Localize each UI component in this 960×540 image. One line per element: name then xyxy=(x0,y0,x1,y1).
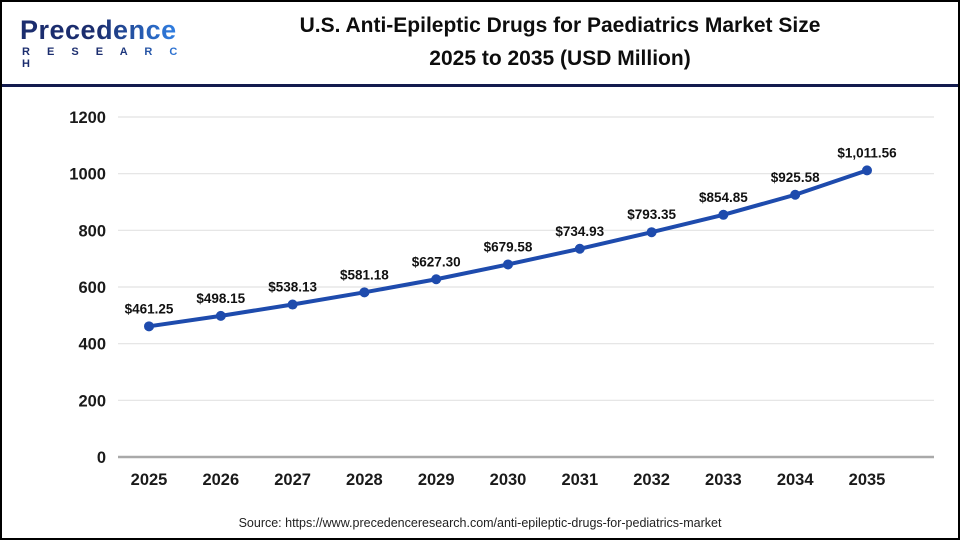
x-tick-label: 2034 xyxy=(777,471,815,489)
data-label: $679.58 xyxy=(484,239,533,254)
data-point xyxy=(215,310,226,321)
data-label: $1,011.56 xyxy=(837,145,897,160)
data-label: $461.25 xyxy=(125,301,174,316)
data-label: $498.15 xyxy=(196,291,245,306)
precedence-logo: Precedence R E S E A R C H xyxy=(2,16,192,70)
data-label: $793.35 xyxy=(627,207,676,222)
x-tick-label: 2030 xyxy=(490,471,527,489)
data-point xyxy=(862,165,872,176)
x-tick-label: 2025 xyxy=(131,471,168,489)
y-tick-label: 800 xyxy=(78,222,106,240)
data-point xyxy=(287,299,298,310)
data-point xyxy=(790,189,801,200)
x-tick-label: 2031 xyxy=(561,471,598,489)
y-tick-label: 600 xyxy=(78,279,106,297)
y-tick-label: 200 xyxy=(78,392,106,410)
y-tick-label: 400 xyxy=(78,336,106,354)
data-point xyxy=(718,209,729,220)
data-label: $538.13 xyxy=(268,280,317,295)
data-label: $581.18 xyxy=(340,267,389,282)
data-point xyxy=(503,259,513,270)
y-tick-label: 1000 xyxy=(69,166,106,184)
data-label: $627.30 xyxy=(412,254,461,269)
logo-brand-text: Precedence xyxy=(20,16,192,45)
header: Precedence R E S E A R C H U.S. Anti-Epi… xyxy=(2,2,958,87)
chart-title: U.S. Anti-Epileptic Drugs for Paediatric… xyxy=(192,10,958,75)
x-tick-label: 2035 xyxy=(849,471,886,489)
data-point xyxy=(359,287,370,298)
line-chart: 0 200 400 600 800 1000 1200 2025 2026 2027 2028 202… xyxy=(69,109,934,489)
data-point xyxy=(431,274,442,285)
logo-subtitle-text: R E S E A R C H xyxy=(20,46,192,70)
x-tick-label: 2028 xyxy=(346,471,383,489)
data-point xyxy=(574,243,585,254)
y-tick-label: 1200 xyxy=(69,109,106,127)
x-tick-label: 2032 xyxy=(633,471,670,489)
data-label: $734.93 xyxy=(555,224,604,239)
y-tick-label: 0 xyxy=(97,449,106,467)
data-label: $854.85 xyxy=(699,190,748,205)
data-label: $925.58 xyxy=(771,170,820,185)
chart-title-line2: 2025 to 2035 (USD Million) xyxy=(429,47,691,70)
x-tick-label: 2026 xyxy=(202,471,239,489)
chart-title-line1: U.S. Anti-Epileptic Drugs for Paediatric… xyxy=(299,14,821,38)
source-attribution: Source: https://www.precedenceresearch.c… xyxy=(238,516,722,530)
x-tick-label: 2033 xyxy=(705,471,742,489)
x-tick-label: 2027 xyxy=(274,471,311,489)
data-point xyxy=(144,321,154,332)
data-point xyxy=(646,227,657,238)
x-tick-label: 2029 xyxy=(418,471,455,489)
